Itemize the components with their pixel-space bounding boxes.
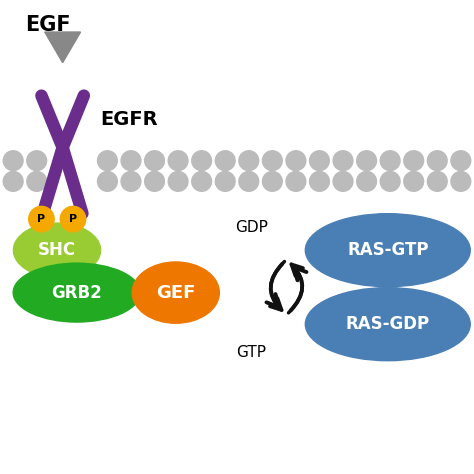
Circle shape	[380, 172, 400, 191]
Circle shape	[145, 151, 164, 171]
Circle shape	[357, 151, 376, 171]
Circle shape	[121, 172, 141, 191]
Text: EGF: EGF	[25, 15, 71, 35]
Circle shape	[404, 172, 424, 191]
Circle shape	[239, 172, 259, 191]
Text: P: P	[69, 214, 77, 224]
Circle shape	[192, 151, 211, 171]
Text: GEF: GEF	[156, 283, 195, 301]
Circle shape	[3, 151, 23, 171]
FancyArrowPatch shape	[270, 262, 284, 310]
Circle shape	[310, 151, 329, 171]
Circle shape	[357, 172, 376, 191]
Text: RAS-GTP: RAS-GTP	[347, 241, 428, 259]
Circle shape	[286, 172, 306, 191]
Circle shape	[215, 151, 235, 171]
Circle shape	[27, 172, 46, 191]
Circle shape	[98, 151, 117, 171]
Circle shape	[428, 151, 447, 171]
Ellipse shape	[13, 263, 140, 322]
Circle shape	[263, 172, 282, 191]
Circle shape	[380, 151, 400, 171]
Circle shape	[60, 206, 86, 232]
FancyArrowPatch shape	[289, 264, 303, 313]
Ellipse shape	[305, 288, 470, 361]
Text: GTP: GTP	[236, 345, 266, 360]
Circle shape	[333, 172, 353, 191]
Ellipse shape	[132, 262, 219, 323]
Text: RAS-GDP: RAS-GDP	[346, 315, 430, 333]
Polygon shape	[45, 32, 81, 63]
Text: GRB2: GRB2	[51, 283, 102, 301]
Circle shape	[263, 151, 282, 171]
Ellipse shape	[13, 223, 100, 277]
Text: EGFR: EGFR	[100, 109, 158, 129]
Text: P: P	[37, 214, 46, 224]
Circle shape	[215, 172, 235, 191]
Circle shape	[168, 172, 188, 191]
Circle shape	[29, 206, 54, 232]
Circle shape	[239, 151, 259, 171]
Circle shape	[286, 151, 306, 171]
Circle shape	[333, 151, 353, 171]
Circle shape	[98, 172, 117, 191]
Circle shape	[27, 151, 46, 171]
Circle shape	[3, 172, 23, 191]
Circle shape	[310, 172, 329, 191]
Text: SHC: SHC	[38, 241, 76, 259]
Circle shape	[121, 151, 141, 171]
FancyArrowPatch shape	[266, 264, 282, 307]
Circle shape	[451, 172, 471, 191]
Circle shape	[451, 151, 471, 171]
Circle shape	[168, 151, 188, 171]
Ellipse shape	[305, 214, 470, 287]
Circle shape	[145, 172, 164, 191]
FancyArrowPatch shape	[291, 267, 307, 310]
Circle shape	[192, 172, 211, 191]
Circle shape	[404, 151, 424, 171]
Circle shape	[428, 172, 447, 191]
Text: GDP: GDP	[235, 220, 268, 235]
